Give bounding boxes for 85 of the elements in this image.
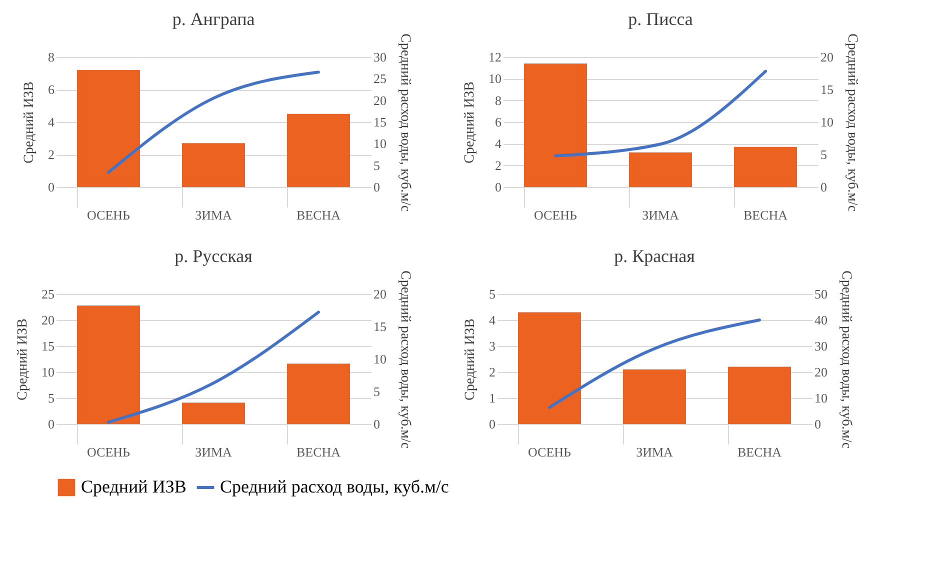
y2-tick-label: 20 xyxy=(374,92,386,108)
y2-tick-label: 5 xyxy=(820,147,827,162)
y2-tick-label: 0 xyxy=(820,180,827,194)
x-tick-label: ВЕСНА xyxy=(743,208,788,222)
legend-label: Средний ИЗВ xyxy=(81,476,186,496)
chart-title: р. Красная xyxy=(614,246,695,266)
y-tick-label: 3 xyxy=(489,338,496,354)
x-tick-label: ВЕСНА xyxy=(296,208,342,222)
y-axis-title: Средний ИЗВ xyxy=(463,318,478,400)
y-tick-label: 6 xyxy=(48,82,55,97)
chart-title: р. Русская xyxy=(174,246,252,266)
y2-tick-label: 10 xyxy=(374,136,386,152)
y-tick-label: 10 xyxy=(42,364,54,380)
y2-tick-label: 15 xyxy=(374,319,386,334)
y2-axis-title: Средний расход воды, куб.м/с xyxy=(844,33,860,212)
x-tick-label: ВЕСНА xyxy=(296,444,342,460)
bar xyxy=(182,143,245,187)
y2-tick-label: 10 xyxy=(374,352,386,366)
y2-tick-label: 15 xyxy=(820,82,834,97)
bar xyxy=(182,402,245,424)
y2-tick-label: 15 xyxy=(374,114,386,130)
bar xyxy=(524,64,587,187)
y2-tick-label: 10 xyxy=(814,390,828,406)
y-tick-label: 10 xyxy=(488,71,502,86)
y-tick-label: 2 xyxy=(489,364,496,380)
y2-tick-label: 30 xyxy=(814,338,828,354)
x-tick-label: ОСЕНЬ xyxy=(86,208,131,222)
y-tick-label: 8 xyxy=(495,92,502,108)
y2-tick-label: 5 xyxy=(374,158,380,173)
bar xyxy=(287,114,350,187)
y-tick-label: 5 xyxy=(489,286,496,302)
y-tick-label: 25 xyxy=(42,286,54,302)
bar xyxy=(518,312,581,424)
bar xyxy=(734,146,797,187)
y-tick-label: 0 xyxy=(48,416,54,432)
y2-tick-label: 20 xyxy=(374,286,386,302)
y2-tick-label: 20 xyxy=(820,50,834,64)
x-tick-label: ЗИМА xyxy=(195,444,233,460)
y-tick-label: 8 xyxy=(48,50,54,64)
y-tick-label: 2 xyxy=(48,147,54,162)
y-tick-label: 6 xyxy=(495,114,502,130)
x-tick-label: ОСЕНЬ xyxy=(528,444,572,460)
y2-tick-label: 0 xyxy=(374,180,380,194)
bar xyxy=(77,305,140,424)
y-tick-label: 0 xyxy=(495,180,502,194)
y2-tick-label: 0 xyxy=(374,416,380,432)
y-axis-title: Средний ИЗВ xyxy=(462,82,478,164)
chart-title: р. Анграпа xyxy=(172,8,255,29)
y2-tick-label: 30 xyxy=(374,50,386,64)
bar xyxy=(728,366,791,424)
y-tick-label: 4 xyxy=(489,312,496,328)
y2-tick-label: 40 xyxy=(814,312,828,328)
x-tick-label: ВЕСНА xyxy=(737,444,782,460)
chart-title: р. Писса xyxy=(628,8,693,29)
bar xyxy=(629,152,692,187)
y2-tick-label: 20 xyxy=(814,364,828,380)
bar xyxy=(77,70,140,187)
bar xyxy=(623,369,686,424)
y-tick-label: 4 xyxy=(495,136,502,152)
x-tick-label: ЗИМА xyxy=(636,444,674,460)
y2-tick-label: 5 xyxy=(374,384,380,399)
y-tick-label: 5 xyxy=(48,390,54,406)
y2-tick-label: 10 xyxy=(820,114,834,130)
y2-tick-label: 25 xyxy=(374,71,386,86)
y2-axis-title: Средний расход воды, куб.м/с xyxy=(398,33,412,212)
y-axis-title: Средний ИЗВ xyxy=(16,318,30,400)
y2-tick-label: 50 xyxy=(814,286,828,302)
x-tick-label: ЗИМА xyxy=(195,208,233,222)
y-tick-label: 2 xyxy=(495,158,502,173)
x-tick-label: ОСЕНЬ xyxy=(86,444,131,460)
bar xyxy=(287,364,350,424)
legend-label: Средний расход воды, куб.м/с xyxy=(220,476,449,496)
y-tick-label: 0 xyxy=(489,416,496,432)
y-tick-label: 0 xyxy=(48,180,54,194)
x-tick-label: ЗИМА xyxy=(642,208,680,222)
y-tick-label: 15 xyxy=(42,338,54,354)
y2-axis-title: Средний расход воды, куб.м/с xyxy=(838,270,854,449)
y2-axis-title: Средний расход воды, куб.м/с xyxy=(398,270,412,449)
y-axis-title: Средний ИЗВ xyxy=(22,82,37,164)
y-tick-label: 4 xyxy=(48,114,55,130)
y-tick-label: 12 xyxy=(488,50,502,64)
y2-tick-label: 0 xyxy=(814,416,821,432)
y-tick-label: 20 xyxy=(42,312,54,328)
x-tick-label: ОСЕНЬ xyxy=(534,208,578,222)
y-tick-label: 1 xyxy=(489,390,496,406)
